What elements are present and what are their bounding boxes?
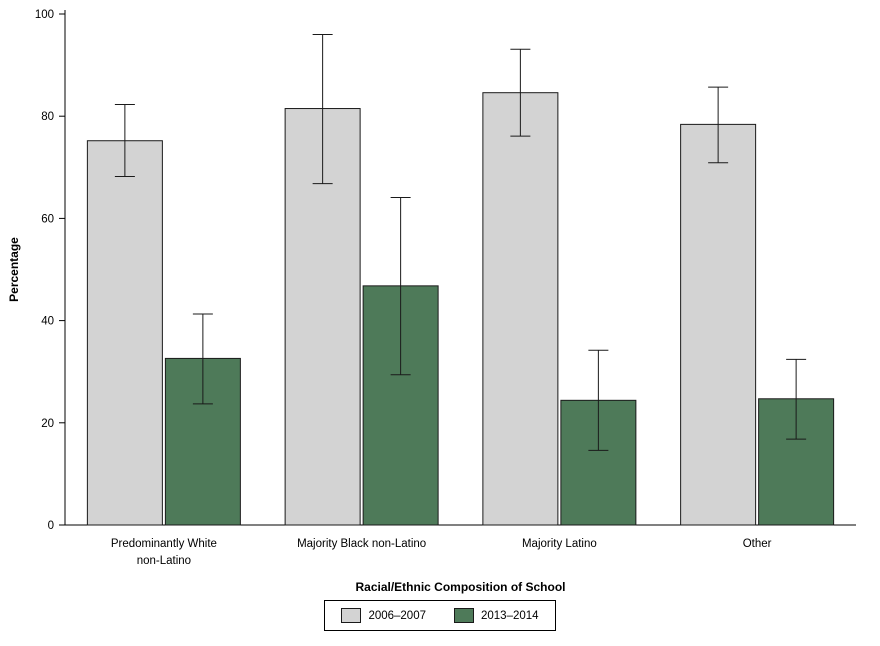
svg-text:Racial/Ethnic Composition of S: Racial/Ethnic Composition of School [355,580,565,594]
svg-text:non-Latino: non-Latino [137,555,191,567]
svg-text:Percentage: Percentage [7,237,21,302]
svg-text:40: 40 [41,316,54,328]
svg-text:Majority Latino: Majority Latino [522,538,597,550]
svg-text:0: 0 [48,520,54,532]
legend-entry-2006-2007: 2006–2007 [341,608,426,623]
bar-chart-svg: 0 20 40 60 80 100 Predominantly White non-Latin… [7,9,856,594]
svg-text:Majority Black non-Latino: Majority Black non-Latino [297,538,426,550]
legend-entry-2013-2014: 2013–2014 [454,608,539,623]
svg-text:20: 20 [41,418,54,430]
svg-text:80: 80 [41,111,54,123]
legend: 2006–2007 2013–2014 [324,600,556,631]
svg-text:100: 100 [35,9,54,21]
legend-label-2013-2014: 2013–2014 [481,609,539,622]
legend-row: 2006–2007 2013–2014 [0,600,880,646]
legend-swatch-2013-2014 [454,608,474,623]
legend-label-2006-2007: 2006–2007 [368,609,426,622]
svg-text:Predominantly White: Predominantly White [111,538,217,550]
svg-text:Other: Other [743,538,772,550]
svg-text:60: 60 [41,213,54,225]
legend-swatch-2006-2007 [341,608,362,623]
